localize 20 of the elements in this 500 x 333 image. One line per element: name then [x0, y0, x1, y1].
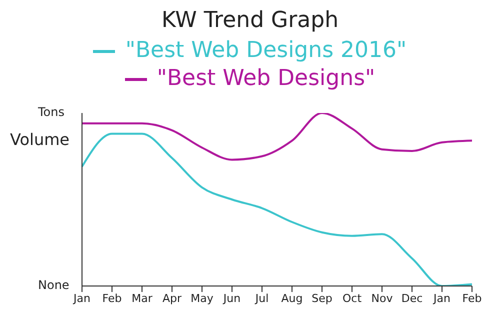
- chart-title: KW Trend Graph: [160, 8, 340, 33]
- x-tick-label: Apr: [162, 292, 182, 305]
- x-tick-label: Aug: [281, 292, 303, 305]
- x-tick-label: Dec: [401, 292, 423, 305]
- x-tick-label: Oct: [342, 292, 362, 305]
- text: None: [38, 278, 70, 292]
- x-tick-label: Feb: [462, 292, 482, 305]
- y-axis-title: Volume: [10, 130, 70, 150]
- legend-label: "Best Web Designs": [156, 65, 376, 93]
- x-tick-label: Feb: [102, 292, 122, 305]
- x-tick-label: Jul: [254, 292, 269, 305]
- x-tick-label: Mar: [132, 292, 153, 305]
- x-tick-label: Jun: [222, 292, 241, 305]
- x-tick-label: Nov: [371, 292, 394, 305]
- text: Tons: [38, 105, 64, 119]
- x-tick-label: Jan: [432, 292, 450, 305]
- x-tick-label: May: [190, 292, 214, 305]
- x-tick-label: Jan: [72, 292, 90, 305]
- legend-label: "Best Web Designs 2016": [125, 37, 407, 65]
- x-tick-label: Sep: [312, 292, 332, 305]
